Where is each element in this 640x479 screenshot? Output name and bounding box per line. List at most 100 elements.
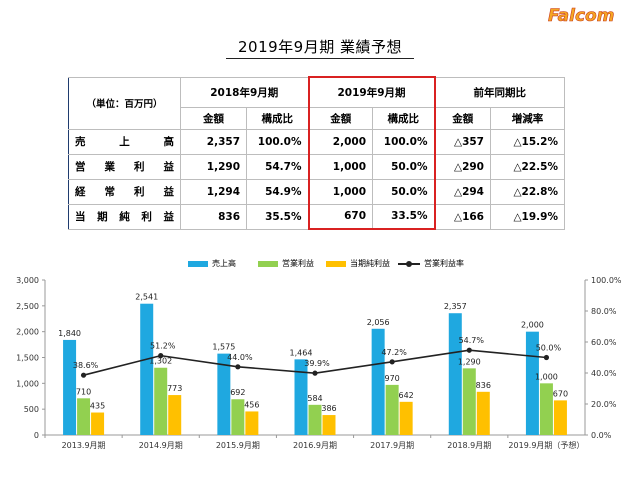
- y-left-tick-label: 2,500: [16, 302, 39, 311]
- y-right-tick-label: 20.0%: [591, 400, 617, 409]
- bar-operating-income: [231, 399, 245, 435]
- legend-item-sales: 売上高: [188, 258, 236, 269]
- table-cell: 1,000: [307, 153, 373, 180]
- table-cell: 100.0%: [246, 128, 309, 155]
- table-cell: △166: [434, 203, 491, 230]
- operating-margin-label: 39.9%: [304, 359, 330, 368]
- bar-sales: [371, 328, 385, 435]
- table-cell: 50.0%: [372, 153, 436, 180]
- bar-net-income: [553, 400, 567, 435]
- bar-data-label: 2,541: [135, 293, 158, 302]
- bar-operating-income: [539, 383, 553, 435]
- y-left-tick-label: 500: [24, 405, 39, 414]
- table-header-row: （単位：百万円） 2018年9月期 2019年9月期 前年同期比: [68, 76, 565, 130]
- bar-net-income: [322, 415, 336, 435]
- operating-margin-point: [466, 347, 472, 353]
- legend-item-operating-income: 営業利益: [258, 258, 314, 269]
- operating-margin-label: 51.2%: [150, 342, 176, 351]
- bar-data-label: 1,840: [58, 329, 81, 338]
- subheader: 金額: [180, 106, 247, 130]
- legend-item-net-income: 当期純利益: [326, 258, 390, 269]
- bar-data-label: 773: [167, 384, 182, 393]
- legend-swatch: [188, 260, 208, 267]
- operating-margin-label: 44.0%: [227, 353, 253, 362]
- bar-data-label: 1,290: [458, 357, 481, 366]
- table-cell: △294: [434, 178, 491, 205]
- bar-data-label: 1,575: [212, 343, 235, 352]
- bar-sales: [217, 353, 231, 435]
- bar-sales: [63, 339, 77, 435]
- legend-line-swatch: [398, 260, 420, 268]
- table-cell: 50.0%: [372, 178, 436, 205]
- subheader: 増減率: [490, 106, 565, 130]
- table-cell: 35.5%: [246, 203, 309, 230]
- operating-margin-label: 50.0%: [536, 344, 562, 353]
- x-tick-label: 2015.9月期: [216, 441, 260, 450]
- table-row: 営業利益 1,290 54.7% 1,000 50.0% △290 △22.5%: [68, 153, 565, 180]
- row-label-ordinary-income: 経常利益: [68, 178, 181, 205]
- bar-data-label: 670: [553, 389, 568, 398]
- subheader: 金額: [307, 106, 373, 130]
- group-header-fy2018: 2018年9月期: [180, 76, 309, 108]
- legend-label: 当期純利益: [350, 259, 390, 268]
- row-label-operating-income: 営業利益: [68, 153, 181, 180]
- y-right-tick-label: 0.0%: [591, 431, 612, 440]
- bar-operating-income: [77, 398, 91, 435]
- y-left-tick-label: 1,000: [16, 379, 39, 388]
- forecast-table: （単位：百万円） 2018年9月期 2019年9月期 前年同期比 金額 構成比 …: [68, 76, 565, 230]
- table-row: 経常利益 1,294 54.9% 1,000 50.0% △294 △22.8%: [68, 178, 565, 205]
- y-right-tick-label: 100.0%: [591, 276, 622, 285]
- table-cell: 2,000: [307, 128, 373, 155]
- table-cell: 33.5%: [372, 203, 436, 230]
- bar-data-label: 2,056: [367, 318, 390, 327]
- table-cell: △19.9%: [490, 203, 565, 230]
- row-label-sales: 売上高: [68, 128, 181, 155]
- x-tick-label: 2016.9月期: [293, 441, 337, 450]
- table-row: 売上高 2,357 100.0% 2,000 100.0% △357 △15.2…: [68, 128, 565, 155]
- table-cell: 2,357: [180, 128, 247, 155]
- table-cell: △22.8%: [490, 178, 565, 205]
- table-cell: 54.9%: [246, 178, 309, 205]
- y-right-tick-label: 60.0%: [591, 338, 617, 347]
- y-right-tick-label: 80.0%: [591, 307, 617, 316]
- bar-sales: [294, 359, 308, 435]
- bar-sales: [140, 303, 154, 435]
- bar-net-income: [245, 411, 259, 435]
- group-header-yoy: 前年同期比: [434, 76, 565, 108]
- chart-legend: 売上高 営業利益 当期純利益 営業利益率: [0, 258, 640, 270]
- table-cell: 836: [180, 203, 247, 230]
- bar-operating-income: [154, 367, 168, 435]
- subheader: 構成比: [372, 106, 436, 130]
- y-left-tick-label: 2,000: [16, 328, 39, 337]
- x-tick-label: 2014.9月期: [139, 441, 183, 450]
- bar-net-income: [476, 391, 490, 435]
- performance-chart: 0 500 1,000 1,500 2,000 2,500 3,000 0.0% 20.0% 40…: [16, 276, 622, 450]
- operating-margin-point: [389, 359, 395, 365]
- bar-net-income: [91, 412, 105, 435]
- bar-data-label: 2,357: [444, 302, 467, 311]
- y-right-tick-label: 40.0%: [591, 369, 617, 378]
- legend-label: 売上高: [212, 259, 236, 268]
- legend-item-operating-margin: 営業利益率: [398, 258, 464, 269]
- bar-operating-income: [462, 368, 476, 435]
- bar-data-label: 642: [399, 391, 414, 400]
- operating-margin-point: [235, 364, 241, 370]
- x-tick-label: 2019.9月期（予想）: [508, 440, 584, 450]
- table-cell: △357: [434, 128, 491, 155]
- legend-label: 営業利益率: [424, 259, 464, 268]
- bar-data-label: 435: [90, 402, 105, 411]
- unit-label: （単位：百万円）: [68, 76, 181, 130]
- page-title: 2019年9月期 業績予想: [238, 38, 402, 56]
- operating-margin-point: [543, 354, 550, 361]
- bar-data-label: 2,000: [521, 321, 544, 330]
- row-label-net-income: 当期純利益: [68, 203, 181, 230]
- bar-net-income: [168, 395, 182, 435]
- bar-data-label: 1,000: [535, 372, 558, 381]
- table-cell: 1,000: [307, 178, 373, 205]
- table-cell: △22.5%: [490, 153, 565, 180]
- legend-label: 営業利益: [282, 259, 314, 268]
- bar-operating-income: [385, 384, 399, 435]
- bar-data-label: 970: [385, 374, 400, 383]
- page-title-underline: [226, 58, 414, 59]
- legend-swatch: [258, 260, 278, 267]
